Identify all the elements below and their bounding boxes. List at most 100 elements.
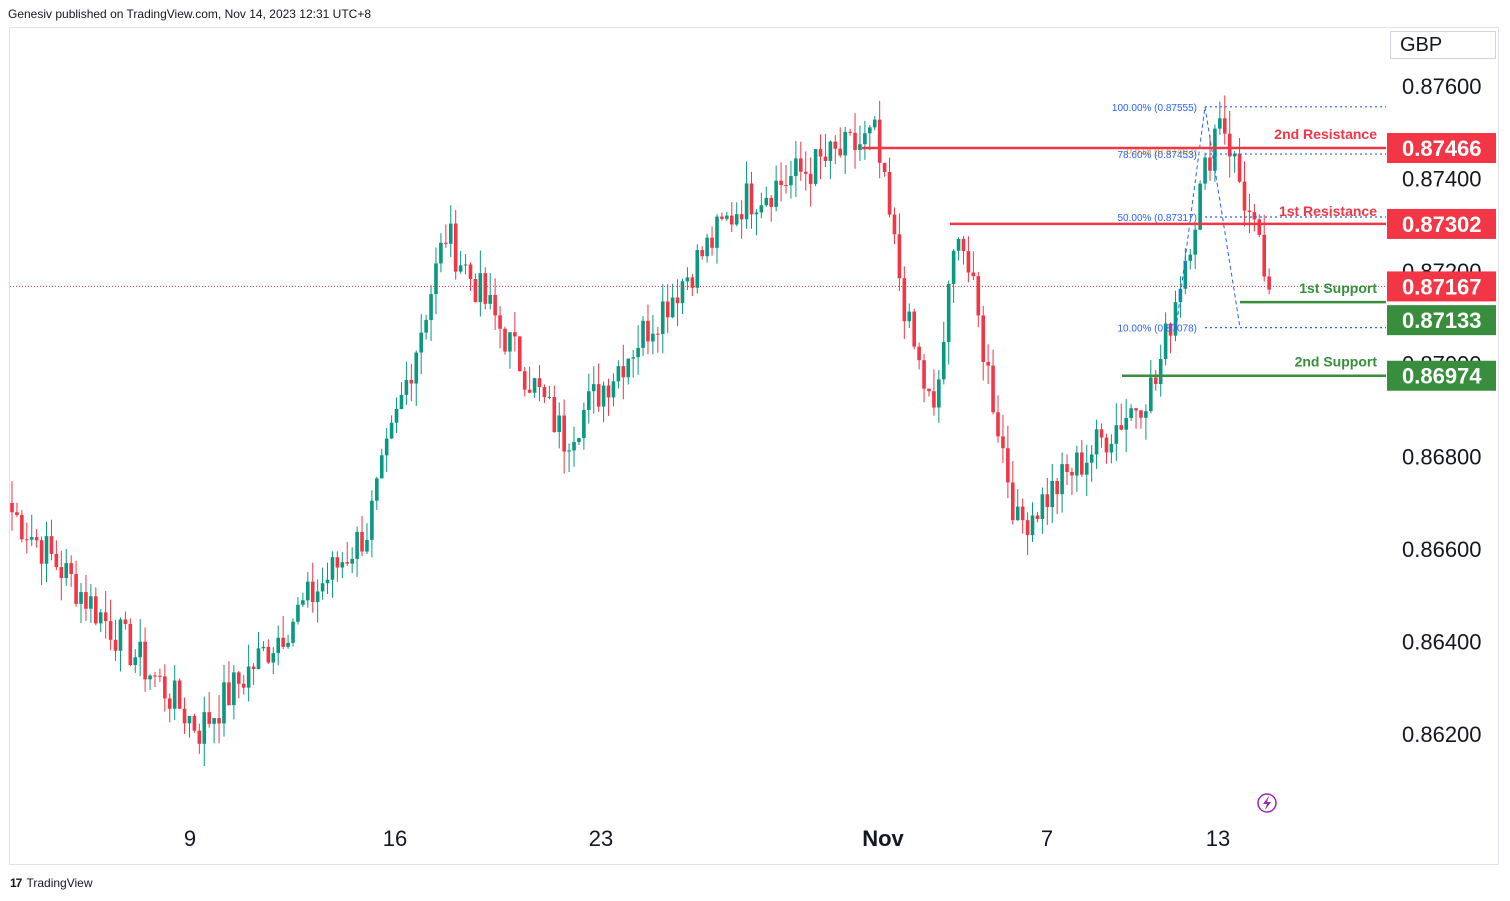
candle-body xyxy=(197,730,202,744)
candle-body xyxy=(897,234,902,279)
tradingview-logo-icon: 17 xyxy=(10,876,22,890)
candle-body xyxy=(1218,118,1222,129)
candle-body xyxy=(79,592,83,604)
currency-label[interactable]: GBP xyxy=(1390,31,1496,59)
candle-body xyxy=(217,718,221,724)
candle-body xyxy=(232,672,236,706)
candle-body xyxy=(1262,234,1267,277)
candle-body xyxy=(488,294,493,304)
candle-body xyxy=(439,242,443,264)
candle-body xyxy=(320,583,325,592)
candle-body xyxy=(458,265,463,272)
level-price-tag: 0.87302 xyxy=(1402,212,1482,237)
candle-body xyxy=(636,347,640,358)
candle-body xyxy=(675,297,680,304)
candle-body xyxy=(15,512,19,516)
candle-body xyxy=(917,346,921,361)
candle-body xyxy=(843,131,847,156)
candle-body xyxy=(976,276,981,316)
lightning-bolt-icon xyxy=(1263,796,1271,810)
candle-body xyxy=(419,332,423,353)
candle-body xyxy=(1198,183,1202,230)
candle-body xyxy=(44,536,49,564)
candle-body xyxy=(251,666,256,670)
candle-body xyxy=(1001,436,1005,449)
candle-body xyxy=(823,156,828,161)
candle-body xyxy=(330,557,335,580)
fib-level-label: 78.60% (0.87453) xyxy=(1117,150,1197,161)
candle-body xyxy=(946,283,951,342)
candle-body xyxy=(784,185,788,187)
candle-body xyxy=(138,641,142,658)
candle-body xyxy=(256,648,261,670)
candle-body xyxy=(1227,133,1232,157)
candle-body xyxy=(503,328,507,352)
candle-body xyxy=(651,333,655,342)
candle-body xyxy=(370,500,374,540)
candle-body xyxy=(478,273,483,303)
candle-body xyxy=(409,379,414,384)
x-axis-tick-label: 13 xyxy=(1206,826,1230,851)
candle-body xyxy=(587,391,591,410)
candle-body xyxy=(991,365,995,413)
candle-body xyxy=(246,666,251,688)
candle-body xyxy=(113,639,118,651)
candle-body xyxy=(759,205,764,213)
candle-body xyxy=(690,277,695,288)
candle-body xyxy=(182,708,187,724)
candle-body xyxy=(1075,452,1079,476)
candle-body xyxy=(325,579,330,584)
candle-body xyxy=(360,531,364,552)
candle-body xyxy=(1247,210,1252,213)
candle-body xyxy=(192,715,197,731)
candle-body xyxy=(54,553,59,568)
candle-body xyxy=(996,412,1000,437)
y-axis-tick-label: 0.87600 xyxy=(1402,74,1482,99)
candle-body xyxy=(375,478,379,501)
candle-body xyxy=(345,562,350,564)
candle-body xyxy=(552,396,557,433)
tradingview-brand[interactable]: 17 TradingView xyxy=(10,876,93,890)
candle-body xyxy=(596,384,601,407)
level-label: 2nd Support xyxy=(1295,354,1378,370)
candle-body xyxy=(59,567,64,579)
candle-body xyxy=(1119,425,1124,430)
candle-body xyxy=(241,683,246,688)
candle-body xyxy=(542,387,547,398)
candle-body xyxy=(912,311,916,347)
fib-level-label: 0.618 (0.87462) xyxy=(1126,146,1197,157)
candle-body xyxy=(365,539,369,552)
candle-body xyxy=(680,281,685,304)
fib-level-label: 50.00% (0.87317) xyxy=(1117,213,1197,224)
candle-body xyxy=(89,596,93,609)
lightning-icon[interactable] xyxy=(1257,793,1277,813)
candle-body xyxy=(167,698,172,709)
level-label: 2nd Resistance xyxy=(1274,126,1377,142)
candle-body xyxy=(158,675,162,677)
candle-body xyxy=(1030,515,1035,536)
candle-body xyxy=(473,278,478,303)
candle-body xyxy=(641,320,645,348)
y-axis-tick-label: 0.86400 xyxy=(1402,629,1482,654)
candle-body xyxy=(522,371,527,390)
candle-body xyxy=(468,264,473,279)
y-axis-tick-label: 0.86800 xyxy=(1402,444,1482,469)
candle-body xyxy=(286,642,290,647)
candle-body xyxy=(818,149,823,157)
candle-body xyxy=(281,637,285,647)
candle-body xyxy=(64,563,69,579)
candle-body xyxy=(148,675,152,680)
candle-body xyxy=(1178,288,1183,303)
candle-body xyxy=(685,277,690,282)
candle-body xyxy=(1006,448,1010,483)
candle-body xyxy=(1153,377,1158,385)
candle-body xyxy=(848,131,852,133)
candle-body xyxy=(902,278,907,322)
candle-body xyxy=(444,242,448,244)
x-axis-tick-label: Nov xyxy=(862,826,904,851)
candle-body xyxy=(1065,464,1069,472)
candle-body xyxy=(236,672,241,684)
candle-body xyxy=(567,450,571,452)
candle-body xyxy=(69,563,73,574)
